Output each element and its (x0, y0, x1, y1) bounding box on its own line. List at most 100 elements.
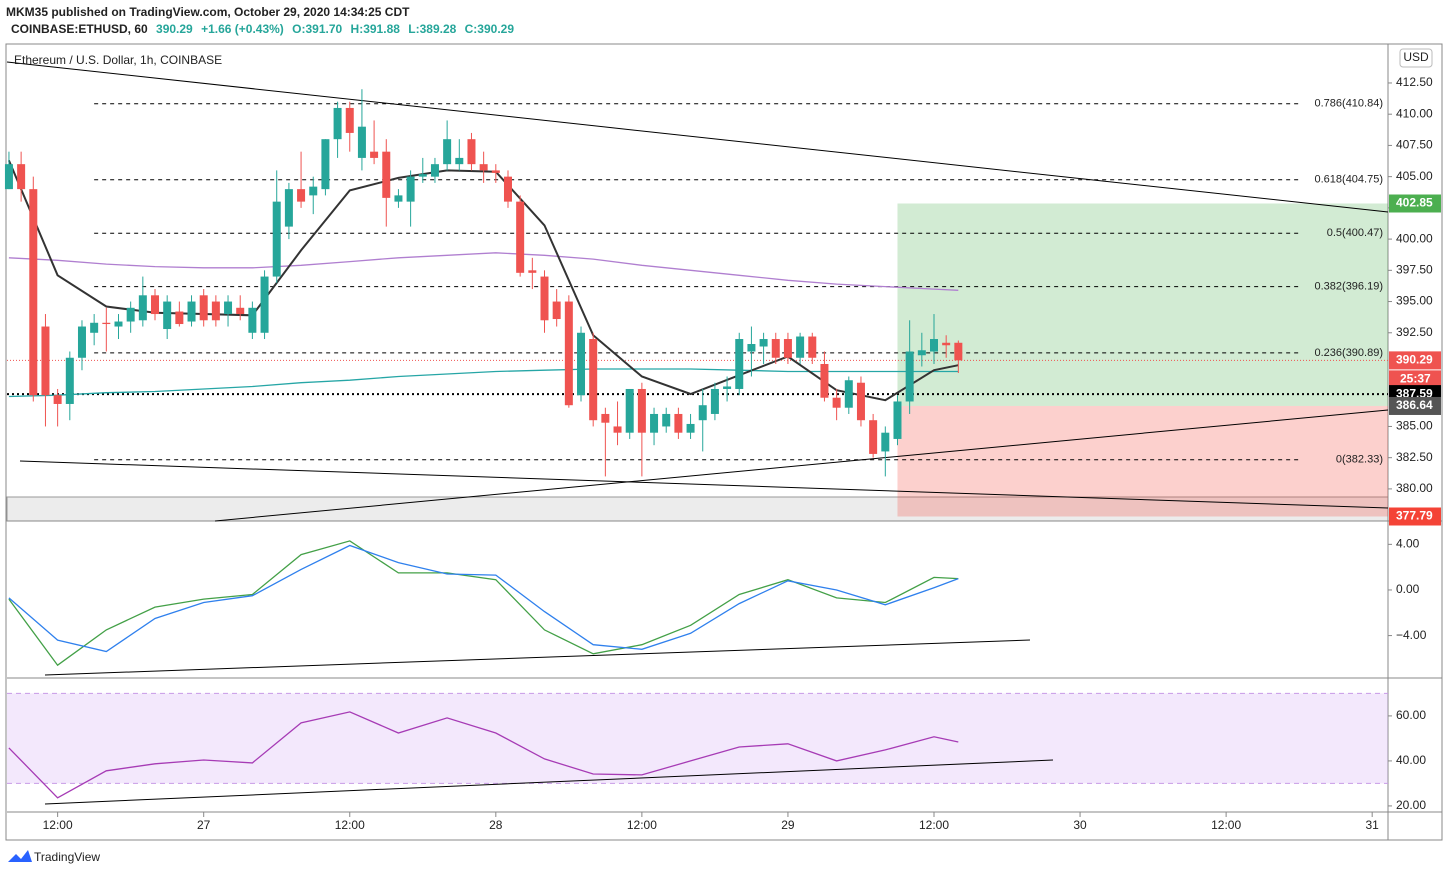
x-tick-label: 12:00 (919, 818, 949, 832)
candle-body (357, 126, 366, 158)
candle-body (4, 164, 13, 190)
candle-body (90, 322, 99, 333)
open: O:391.70 (292, 22, 342, 36)
candle-body (564, 301, 573, 406)
candle-body (589, 339, 598, 421)
x-tick-label: 28 (489, 818, 503, 832)
candle-body (516, 201, 525, 273)
brand: TradingView (34, 850, 100, 864)
price: 390.29 (156, 22, 193, 36)
candle-body (41, 326, 50, 396)
candle-body (613, 426, 622, 433)
candle-body (175, 311, 184, 325)
fib-label: 0.786(410.84) (1315, 98, 1384, 110)
publisher: MKM35 published on TradingView.com, Octo… (6, 5, 410, 19)
candle-body (321, 139, 330, 190)
currency[interactable]: USD (1403, 50, 1429, 64)
countdown: 25:37 (1400, 372, 1431, 386)
candle-body (467, 139, 476, 165)
y-tick-label: 40.00 (1396, 753, 1426, 767)
price-label: 390.29 (1396, 353, 1433, 367)
candle-body (17, 164, 26, 190)
candle-body (832, 397, 841, 408)
candle-body (723, 386, 732, 389)
y-tick-label: 60.00 (1396, 708, 1426, 722)
plot: 12:00 27 12:00 28 12:00 29 12:00 30 12:00 31 380.0… (4, 44, 1442, 840)
candle-body (942, 342, 951, 346)
trend-line (214, 409, 1389, 522)
y-tick-label: 392.50 (1396, 325, 1433, 339)
candle-body (260, 276, 269, 333)
candle-body (382, 151, 391, 198)
candle-body (29, 189, 38, 396)
y-tick-label: 405.00 (1396, 169, 1433, 183)
indicator-line (8, 540, 959, 667)
low: L:389.28 (408, 22, 456, 36)
candle-body (345, 107, 354, 133)
indicator-line (8, 711, 959, 799)
candle-body (686, 423, 695, 433)
candle-body (820, 363, 829, 398)
candle-body (370, 151, 379, 158)
candle-body (248, 307, 257, 333)
x-tick-label: 12:00 (627, 818, 657, 832)
currency-button[interactable] (1399, 48, 1433, 68)
price-label-box (1389, 194, 1441, 213)
high: H:391.88 (351, 22, 401, 36)
y-tick-label: 407.50 (1396, 138, 1433, 152)
trend-line (6, 61, 1389, 213)
candle-body (552, 301, 561, 320)
candle-body (126, 307, 135, 322)
y-tick-label: 400.00 (1396, 231, 1433, 245)
candle-body (418, 174, 427, 177)
candle-body (272, 201, 281, 277)
legend: Ethereum / U.S. Dollar, 1h, COINBASE (14, 53, 222, 67)
x-tick-label: 31 (1365, 818, 1379, 832)
candle-body (796, 336, 805, 358)
candle-body (430, 164, 439, 177)
candle-body (771, 339, 780, 358)
candle-body (284, 189, 293, 227)
candle-body (759, 339, 768, 347)
fib-label: 0.236(390.89) (1315, 347, 1384, 359)
candle-body (674, 413, 683, 433)
candle-body (625, 388, 634, 433)
candle-body (406, 176, 415, 202)
candle-body (954, 342, 963, 361)
trend-line (19, 460, 1389, 509)
x-tick-label: 12:00 (43, 818, 73, 832)
price-label: 387.59 (1396, 386, 1433, 400)
y-tick-label: 0.00 (1396, 582, 1420, 596)
volume-strip (6, 496, 1389, 522)
candle-body (601, 413, 610, 423)
candle-body (917, 350, 926, 356)
x-tick-label: 27 (197, 818, 211, 832)
candle-body (893, 401, 902, 439)
price-label-box (1389, 507, 1441, 526)
x-tick-label: 12:00 (335, 818, 365, 832)
change: +1.66 (+0.43%) (201, 22, 284, 36)
symbol-line: COINBASE:ETHUSD, 60 390.29 +1.66 (+0.43%… (11, 22, 514, 36)
candle-body (856, 382, 865, 421)
price-label-box (1389, 351, 1441, 370)
symbol: COINBASE:ETHUSD, 60 (11, 22, 148, 36)
candle-body (151, 295, 160, 315)
rsi-band (7, 693, 1388, 784)
candle-body (540, 276, 549, 321)
candle-body (710, 388, 719, 414)
fib-label: 0(382.33) (1336, 454, 1383, 466)
candle-body (929, 339, 938, 352)
candle-body (333, 107, 342, 140)
candle-body (163, 301, 172, 330)
y-tick-label: 410.00 (1396, 106, 1433, 120)
candle-body (236, 307, 245, 315)
candle-body (747, 344, 756, 352)
y-tick-label: 397.50 (1396, 262, 1433, 276)
candle-body (77, 326, 86, 358)
y-tick-label: 385.00 (1396, 419, 1433, 433)
candle-body (309, 186, 318, 196)
candle-body (637, 388, 646, 433)
candle-body (528, 270, 537, 273)
frame (5, 43, 1443, 841)
